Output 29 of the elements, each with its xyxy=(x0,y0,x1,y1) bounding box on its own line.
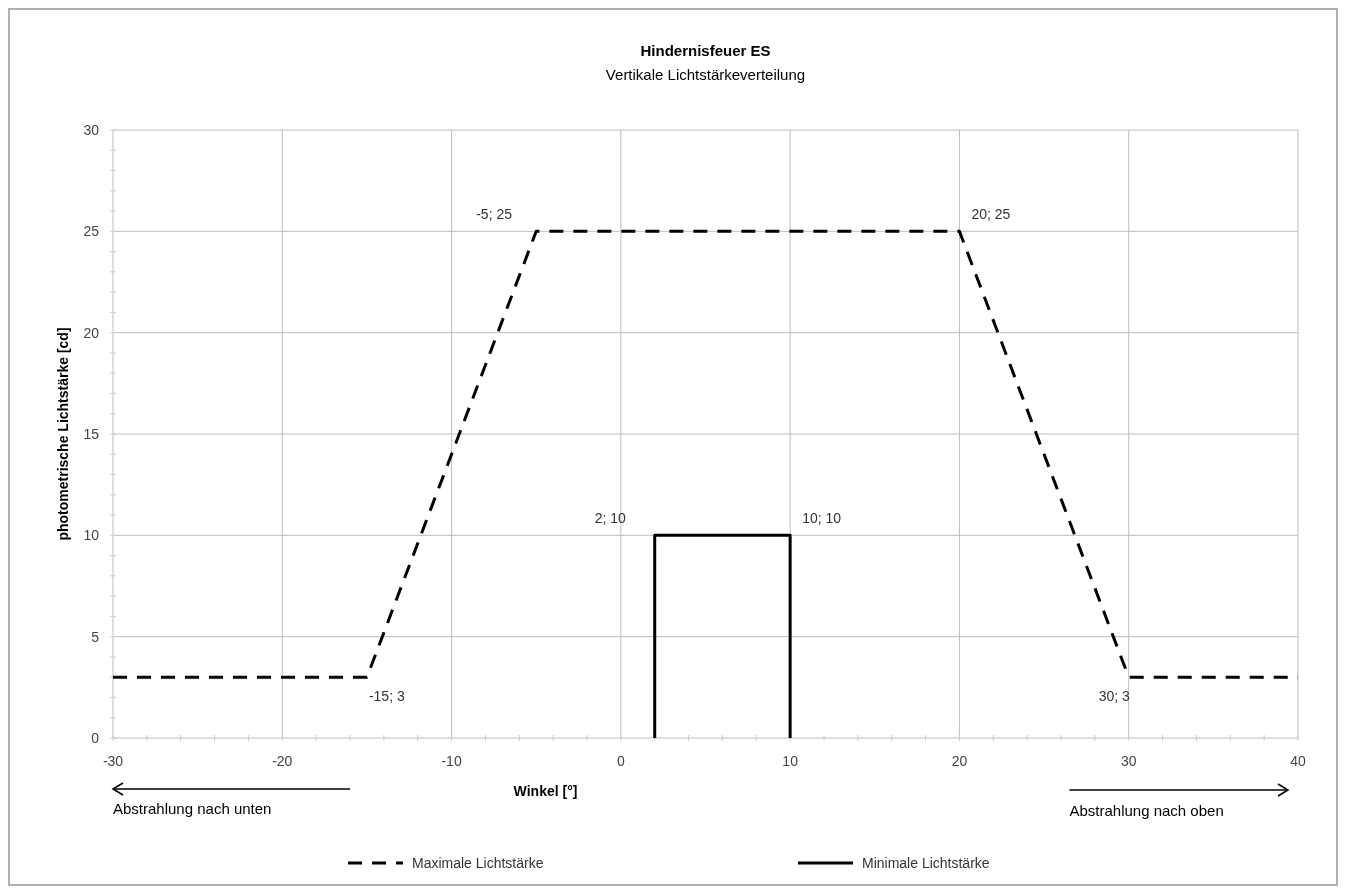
annotation: 2; 10 xyxy=(594,510,627,527)
annotation: 30; 3 xyxy=(1098,688,1131,705)
x-tick-label: 0 xyxy=(616,753,625,769)
y-tick-label: 15 xyxy=(83,426,100,442)
x-tick-label: -20 xyxy=(272,753,293,769)
chart-title: Hindernisfeuer ES xyxy=(640,42,771,59)
annotation: 20; 25 xyxy=(971,206,1011,223)
x-tick-label: 10 xyxy=(782,753,799,769)
annotation: 10; 10 xyxy=(802,510,842,527)
y-tick-label: 10 xyxy=(83,527,100,544)
y-axis-title: photometrische Lichtstärke [cd] xyxy=(55,327,71,541)
x-tick-label: 30 xyxy=(1120,753,1137,769)
y-tick-label: 20 xyxy=(83,324,100,341)
x-axis-title: Winkel [°] xyxy=(513,783,578,799)
chart-subtitle: Vertikale Lichtstärkeverteilung xyxy=(605,66,806,83)
y-tick-label: 0 xyxy=(91,730,100,746)
y-tick-label: 5 xyxy=(91,628,100,645)
x-tick-label: 20 xyxy=(951,753,968,769)
x-tick-label: 40 xyxy=(1290,753,1306,769)
x-tick-label: -30 xyxy=(102,753,124,769)
y-tick-label: 25 xyxy=(83,223,100,240)
legend-label: Maximale Lichtstärke xyxy=(412,855,544,871)
annotation: -5; 25 xyxy=(476,206,513,223)
y-tick-label: 30 xyxy=(83,122,100,138)
annotation: -15; 3 xyxy=(368,688,405,705)
legend-label: Minimale Lichtstärke xyxy=(862,855,990,871)
x-tick-label: -10 xyxy=(441,753,462,769)
text: Abstrahlung nach unten xyxy=(113,800,272,817)
text: Abstrahlung nach oben xyxy=(1069,802,1224,819)
